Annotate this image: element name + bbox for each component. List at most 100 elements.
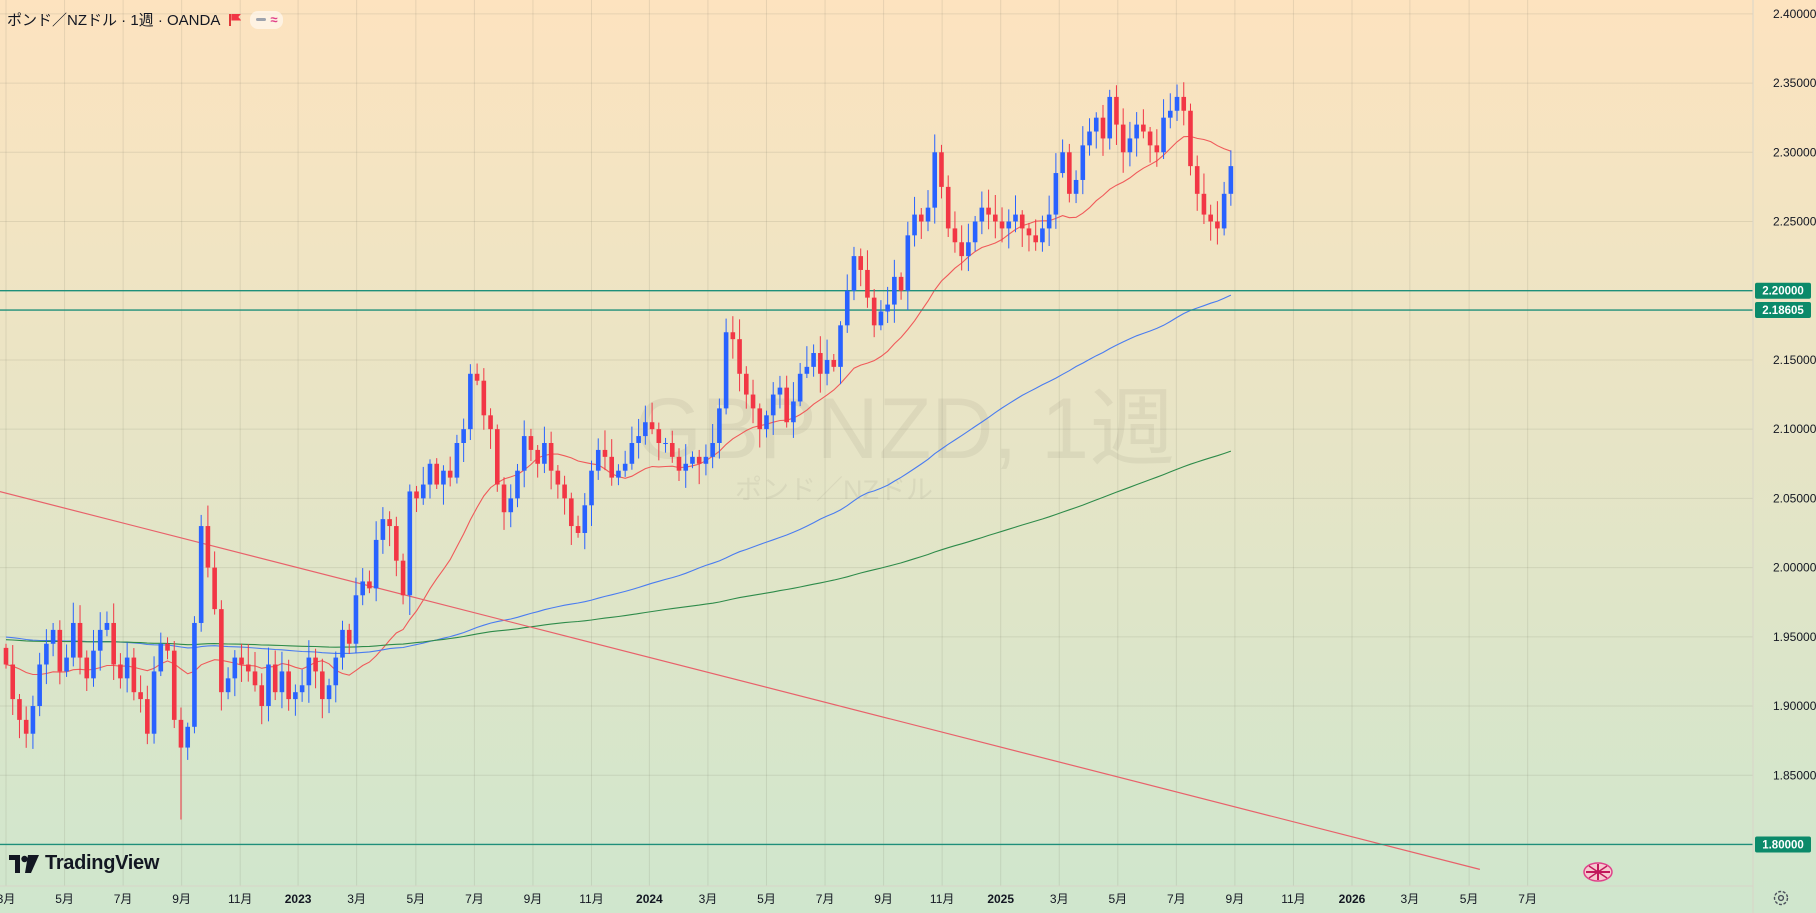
candle-body (669, 443, 675, 457)
settings-icon[interactable] (1772, 889, 1790, 907)
candle (3, 643, 9, 669)
symbol-title[interactable]: ポンド／NZドル · 1週 · OANDA (7, 12, 221, 29)
candle (542, 426, 547, 474)
candle-body (165, 643, 170, 651)
candle-body (1127, 138, 1133, 153)
candle (730, 316, 736, 359)
candle-body (266, 664, 271, 707)
candle (353, 577, 359, 654)
candle-body (124, 657, 130, 679)
candle-body (1141, 124, 1146, 132)
price-axis[interactable]: 2.40000 2.35000 2.30000 2.25000 2.15000 2.100… (1755, 7, 1816, 853)
candle-body (1181, 96, 1187, 111)
candle (225, 667, 231, 700)
candle-body (548, 443, 554, 471)
candle (198, 514, 204, 632)
moving-average-100 (5, 294, 1232, 654)
time-tick-label: 7月 (465, 892, 484, 906)
candle (64, 644, 69, 677)
candle-body (1208, 214, 1213, 222)
candle (663, 437, 668, 453)
candle (420, 466, 426, 505)
candle (17, 694, 22, 739)
uk-flag-icon[interactable] (1583, 862, 1613, 882)
candle-body (643, 422, 648, 437)
time-tick-label: 9月 (172, 892, 191, 906)
candle-body (219, 609, 224, 693)
red-flag-icon[interactable] (228, 13, 242, 26)
candle-body (212, 567, 217, 610)
candle (562, 475, 567, 515)
candle-body (1100, 117, 1106, 139)
candle (387, 511, 392, 547)
candle (871, 289, 877, 338)
candle-body (932, 152, 938, 208)
candle-body (30, 706, 36, 734)
candle (461, 418, 466, 463)
candle-body (683, 463, 689, 471)
indicator-toggle[interactable]: ≈ (250, 10, 284, 29)
candle-body (804, 366, 810, 374)
watermark-sub: ポンド／NZドル (735, 475, 933, 505)
candle-body (508, 498, 514, 513)
candle (118, 653, 123, 689)
candle-body (111, 622, 116, 665)
candle-body (1040, 228, 1045, 243)
candle-body (918, 214, 924, 222)
candle (30, 695, 36, 749)
candle (885, 286, 890, 323)
candle (259, 673, 265, 725)
candle-body (394, 526, 399, 561)
candle (1221, 181, 1227, 236)
candle-body (380, 519, 386, 540)
candle (1019, 210, 1025, 247)
candle (1100, 104, 1106, 156)
price-tick-label: 2.35000 (1773, 76, 1816, 90)
candle-body (750, 394, 756, 409)
candle-body (696, 456, 702, 464)
candle (925, 190, 931, 232)
trendline-layer[interactable] (0, 491, 1481, 870)
candle (245, 644, 251, 682)
candle-body (703, 456, 709, 464)
candle (986, 189, 991, 230)
candle (898, 272, 904, 300)
horizontal-lines[interactable] (0, 290, 1753, 846)
candle-body (1053, 173, 1059, 215)
candle-body (844, 290, 850, 326)
candle-body (23, 719, 29, 734)
candle-body (770, 394, 776, 416)
time-axis[interactable]: 3月 5月 7月 9月 11月 2023 3月 5月 7月 9月 11月 2024 3月 5月 7月 9月 11… (0, 892, 1537, 906)
tradingview-logo[interactable]: TradingView (9, 852, 159, 875)
wave-icon[interactable]: ≈ (270, 12, 278, 27)
candle-body (353, 595, 359, 644)
time-tick-label: 3月 (1050, 892, 1069, 906)
candles (3, 82, 1234, 820)
candle (171, 641, 177, 729)
candle-body (17, 699, 22, 720)
candle-body (636, 436, 641, 443)
candle (824, 339, 830, 386)
minus-icon[interactable] (256, 18, 267, 21)
candle-body (225, 678, 231, 693)
time-tick-label: 7月 (1167, 892, 1186, 906)
candle-body (1194, 166, 1200, 194)
candle (878, 300, 884, 331)
candle (744, 366, 749, 409)
candle (71, 602, 76, 667)
candle (636, 418, 641, 459)
candle (1215, 201, 1220, 245)
candle-body (1221, 193, 1227, 229)
candle (622, 450, 628, 477)
candle (286, 659, 291, 711)
candle-body (299, 685, 305, 693)
time-tick-label: 11月 (579, 892, 603, 906)
candle (407, 484, 413, 616)
candle (609, 439, 614, 486)
candle (111, 603, 116, 680)
candle (239, 643, 244, 682)
candle (818, 336, 823, 393)
candle (797, 362, 803, 407)
candle (710, 424, 715, 469)
